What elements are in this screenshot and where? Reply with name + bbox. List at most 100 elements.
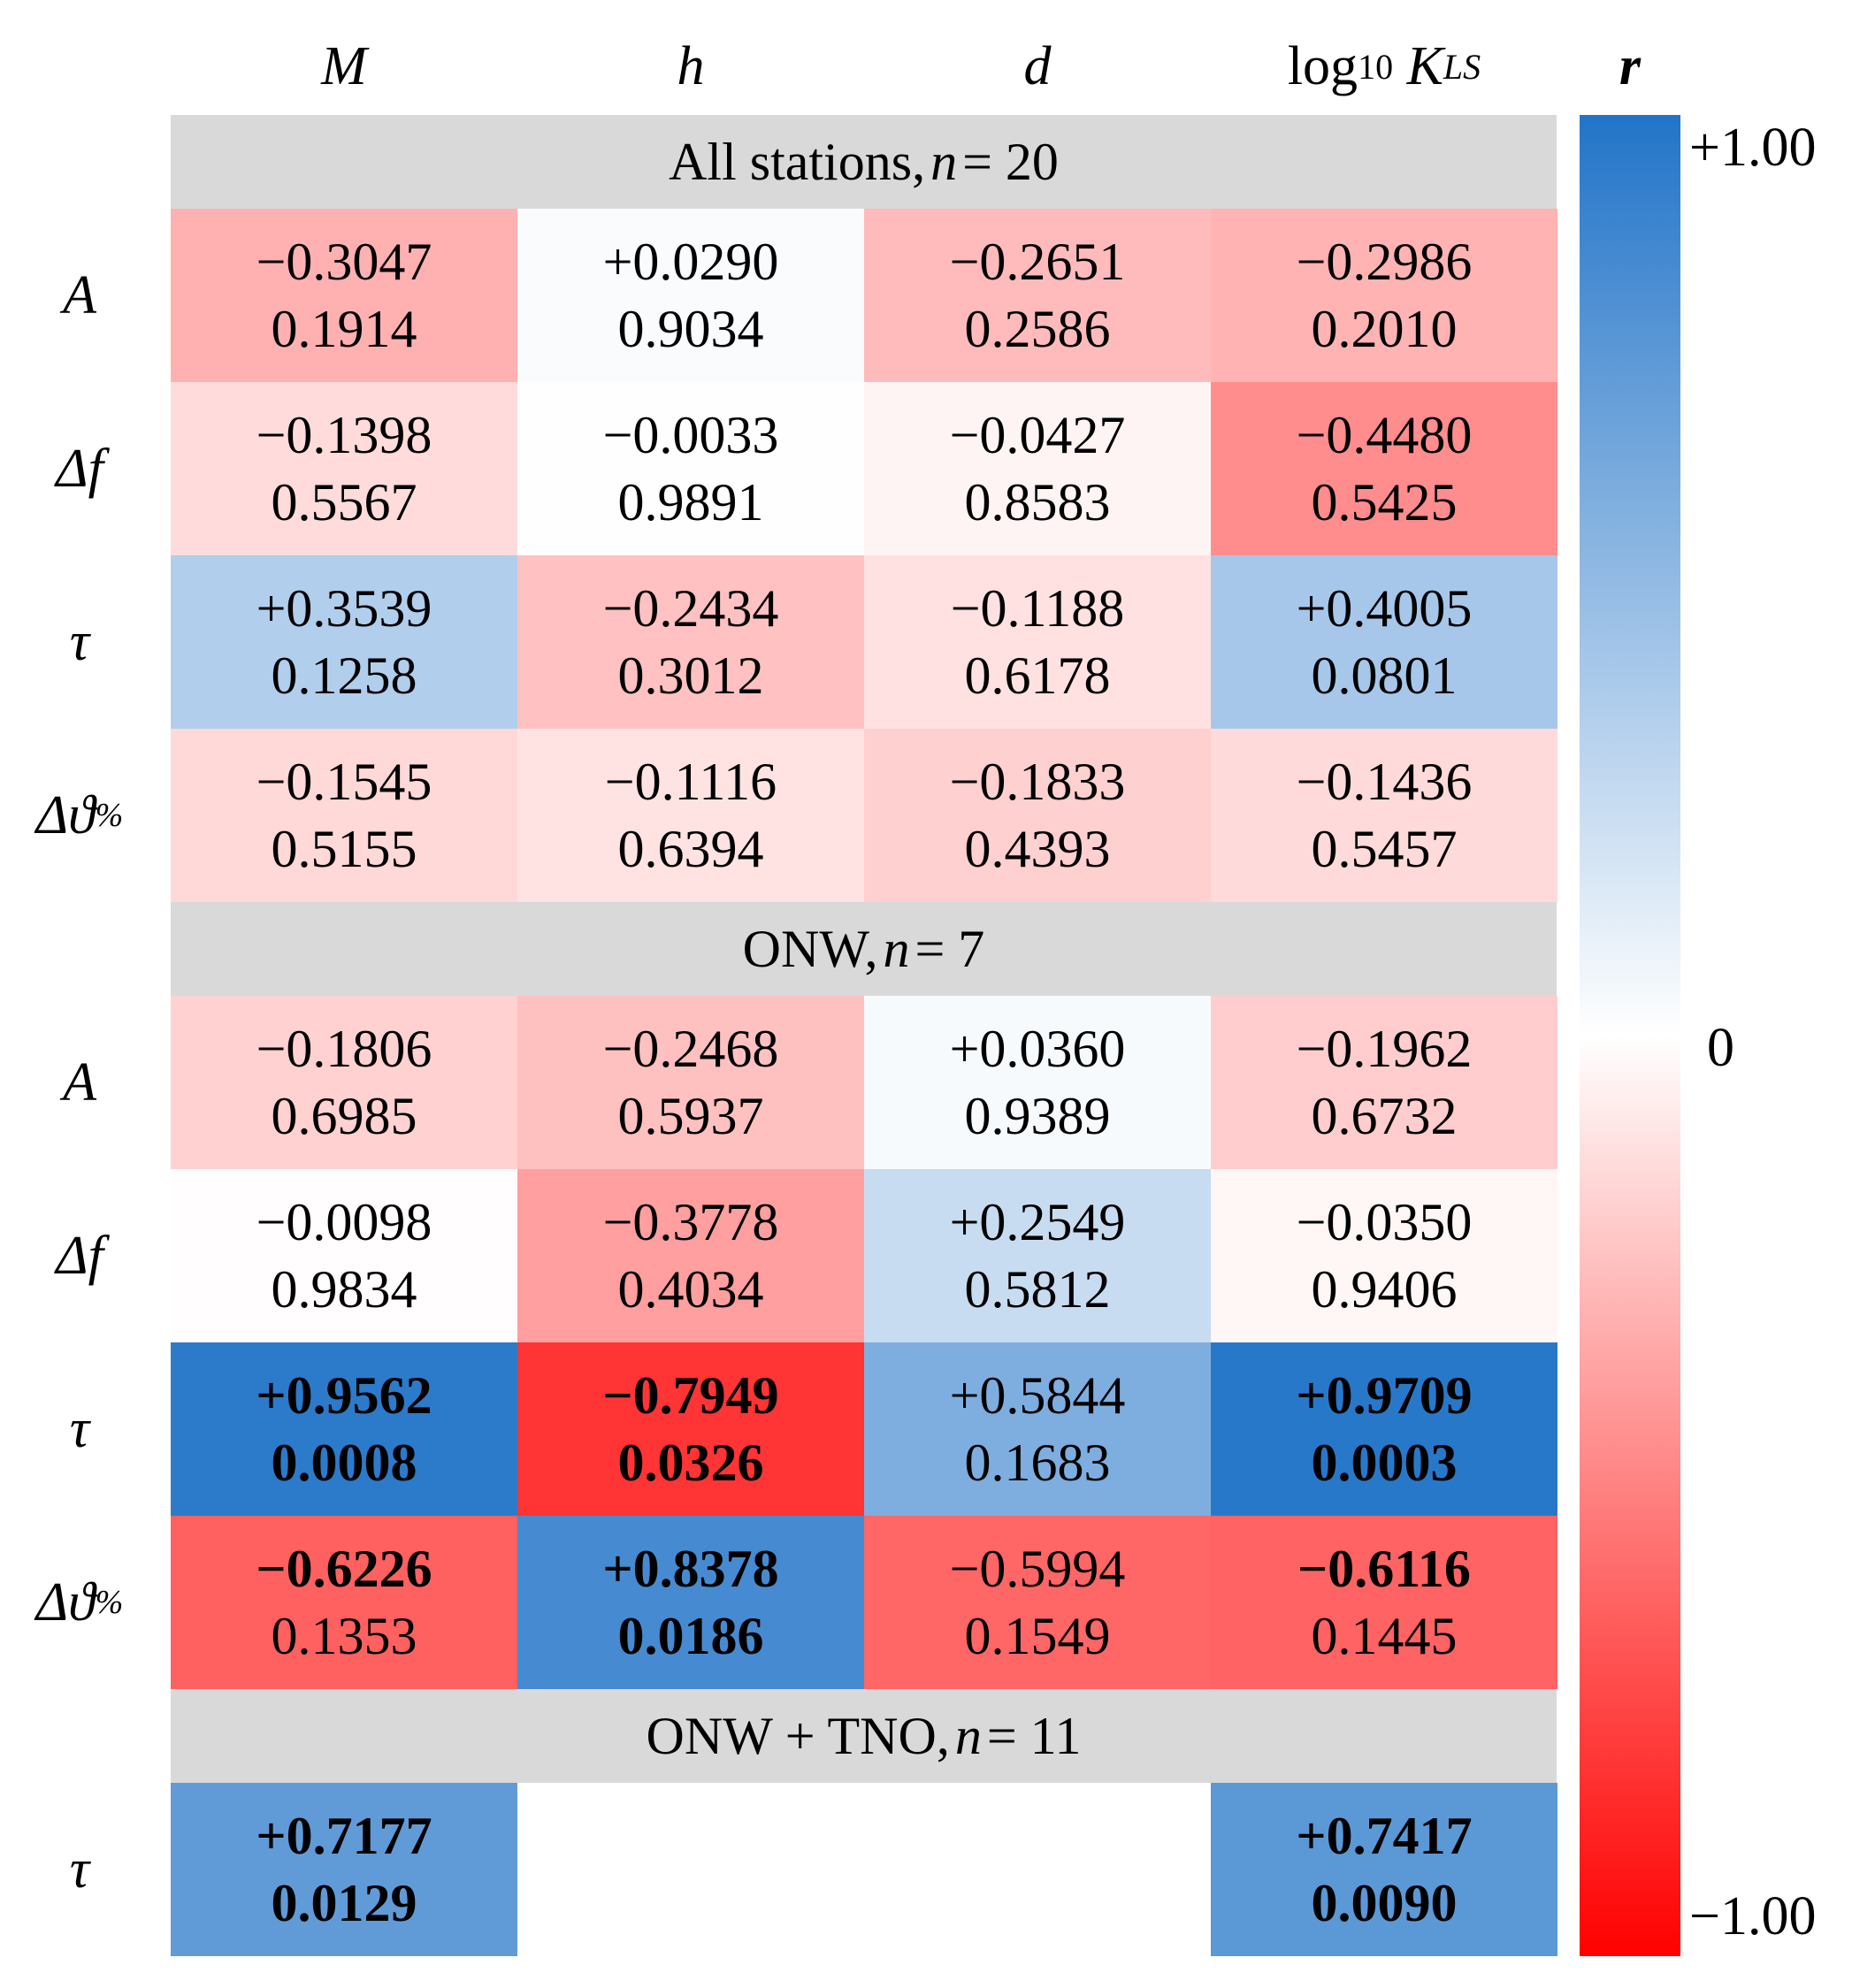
- heatmap-cell-m: −0.6226 0.1353: [171, 1516, 517, 1689]
- heatmap-cell-log10-kls: +0.4005 0.0801: [1211, 555, 1557, 729]
- colorbar: [1580, 115, 1680, 1956]
- row-label: τ: [0, 555, 159, 729]
- correlation-value: −0.0350: [1296, 1193, 1473, 1251]
- heatmap-cell-log10-kls: −0.0350 0.9406: [1211, 1169, 1557, 1342]
- p-value: 0.9034: [617, 300, 764, 358]
- heatmap-cell-h: +0.0290 0.9034: [517, 209, 864, 382]
- row-label-symbol: Δf: [56, 438, 103, 499]
- correlation-value: +0.4005: [1296, 579, 1473, 638]
- correlation-value: −0.1116: [604, 753, 777, 811]
- p-value: 0.3012: [617, 646, 764, 705]
- p-value: 0.5425: [1311, 473, 1458, 531]
- p-value: 0.6732: [1311, 1087, 1458, 1145]
- row-label-subscript: %: [95, 797, 124, 834]
- p-value: 0.4034: [617, 1260, 764, 1319]
- heatmap-cell-d: +0.0360 0.9389: [864, 996, 1211, 1169]
- heatmap-cell-log10-kls: +0.7417 0.0090: [1211, 1783, 1557, 1956]
- row-label: A: [0, 209, 159, 382]
- correlation-value: −0.5994: [949, 1540, 1126, 1598]
- heatmap-cell-log10-kls: −0.1436 0.5457: [1211, 729, 1557, 902]
- heatmap-cell-log10-kls: −0.1962 0.6732: [1211, 996, 1557, 1169]
- correlation-value: −0.3047: [256, 233, 432, 291]
- correlation-value: −0.2468: [602, 1020, 779, 1078]
- colorbar-min-label: −1.00: [1689, 1886, 1817, 1946]
- column-header-h: h: [677, 35, 705, 96]
- correlation-value: +0.7417: [1296, 1807, 1473, 1865]
- heatmap-cell-d: +0.2549 0.5812: [864, 1169, 1211, 1342]
- column-header-M: M: [321, 35, 367, 96]
- group-label-n: n: [883, 919, 910, 978]
- correlation-value: −0.3778: [602, 1193, 779, 1251]
- correlation-value: −0.7949: [602, 1366, 779, 1425]
- heatmap-cell-h: −0.7949 0.0326: [517, 1342, 864, 1516]
- heatmap-cell-m: +0.9562 0.0008: [171, 1342, 517, 1516]
- p-value: 0.1914: [271, 300, 417, 358]
- colorbar-max-label: +1.00: [1689, 118, 1817, 178]
- heatmap-cell-d: −0.5994 0.1549: [864, 1516, 1211, 1689]
- correlation-value: −0.1436: [1296, 753, 1473, 811]
- correlation-value: −0.2651: [949, 233, 1126, 291]
- correlation-value: −0.1806: [256, 1020, 432, 1078]
- p-value: 0.1683: [964, 1434, 1111, 1492]
- p-value: 0.2010: [1311, 300, 1458, 358]
- correlation-value: −0.0033: [602, 406, 779, 464]
- group-header: ONW + TNO, n = 11: [171, 1689, 1557, 1783]
- group-label-prefix: ONW,: [742, 919, 878, 978]
- row-label-symbol: τ: [69, 1839, 90, 1900]
- column-header-log10-KLS: log 10 K LS: [1287, 35, 1481, 96]
- correlation-value: −0.1398: [256, 406, 432, 464]
- heatmap-cell-m: −0.3047 0.1914: [171, 209, 517, 382]
- group-header: All stations, n = 20: [171, 115, 1557, 209]
- row-label: τ: [0, 1342, 159, 1516]
- correlation-value: −0.1833: [949, 753, 1126, 811]
- heatmap-cell-h: −0.0033 0.9891: [517, 382, 864, 555]
- row-label: A: [0, 996, 159, 1169]
- p-value: 0.5457: [1311, 820, 1458, 878]
- correlation-value: +0.9709: [1296, 1366, 1473, 1425]
- correlation-value: −0.0427: [949, 406, 1126, 464]
- correlation-value: +0.2549: [949, 1193, 1126, 1251]
- heatmap-cell-m: +0.3539 0.1258: [171, 555, 517, 729]
- heatmap-cell-m: −0.1545 0.5155: [171, 729, 517, 902]
- correlation-value: −0.2986: [1296, 233, 1473, 291]
- correlation-value: −0.1188: [950, 579, 1125, 638]
- correlation-value: −0.2434: [602, 579, 779, 638]
- p-value: 0.5812: [964, 1260, 1111, 1319]
- correlation-value: +0.7177: [256, 1807, 432, 1865]
- correlation-value: +0.8378: [602, 1540, 779, 1598]
- p-value: 0.9834: [271, 1260, 417, 1319]
- p-value: 0.1445: [1311, 1607, 1458, 1665]
- heatmap-cell-d: −0.1188 0.6178: [864, 555, 1211, 729]
- row-label: τ: [0, 1783, 159, 1956]
- group-label-prefix: ONW + TNO,: [646, 1706, 950, 1765]
- group-label-n: n: [930, 132, 958, 191]
- row-label: Δϑ%: [0, 1516, 159, 1689]
- correlation-value: −0.1962: [1296, 1020, 1473, 1078]
- p-value: 0.4393: [964, 820, 1111, 878]
- row-label-symbol: τ: [69, 611, 90, 672]
- heatmap-cell-h: −0.2434 0.3012: [517, 555, 864, 729]
- correlation-value: +0.9562: [256, 1366, 432, 1425]
- heatmap-cell-log10-kls: −0.2986 0.2010: [1211, 209, 1557, 382]
- p-value: 0.1258: [271, 646, 417, 705]
- row-label-subscript: %: [95, 1584, 124, 1621]
- p-value: 0.5937: [617, 1087, 764, 1145]
- row-label-symbol: τ: [69, 1398, 90, 1459]
- p-value: 0.1549: [964, 1607, 1111, 1665]
- group-label-count: = 7: [915, 919, 985, 978]
- heatmap-cell-m: −0.0098 0.9834: [171, 1169, 517, 1342]
- heatmap-cell-d: −0.0427 0.8583: [864, 382, 1211, 555]
- row-label: Δϑ%: [0, 729, 159, 902]
- row-label: Δf: [0, 1169, 159, 1342]
- correlation-value: −0.0098: [256, 1193, 432, 1251]
- p-value: 0.0008: [271, 1434, 417, 1492]
- heatmap-cell-h: −0.2468 0.5937: [517, 996, 864, 1169]
- colorbar-mid-label: 0: [1707, 1018, 1734, 1078]
- heatmap-cell-h: +0.8378 0.0186: [517, 1516, 864, 1689]
- group-header: ONW, n = 7: [171, 902, 1557, 996]
- group-label-count: = 20: [962, 132, 1059, 191]
- correlation-value: +0.0290: [602, 233, 779, 291]
- p-value: 0.9406: [1311, 1260, 1458, 1319]
- row-label-symbol: Δf: [56, 1225, 103, 1286]
- p-value: 0.6178: [964, 646, 1111, 705]
